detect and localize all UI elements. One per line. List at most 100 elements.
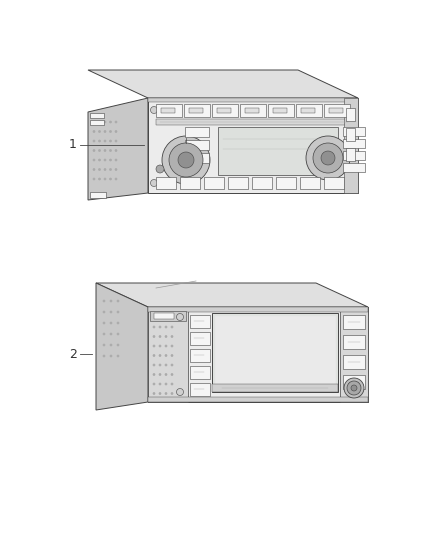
Text: 1: 1 — [69, 139, 77, 151]
Circle shape — [159, 354, 161, 357]
Circle shape — [115, 168, 117, 171]
Circle shape — [177, 389, 184, 395]
Circle shape — [117, 344, 119, 346]
Bar — [324, 104, 350, 117]
Bar — [185, 153, 209, 163]
Circle shape — [159, 335, 161, 337]
Circle shape — [103, 322, 105, 324]
Polygon shape — [96, 283, 368, 307]
Bar — [190, 366, 210, 379]
Bar — [228, 177, 248, 189]
Circle shape — [110, 333, 112, 335]
Circle shape — [110, 311, 112, 313]
Bar — [346, 128, 355, 141]
Circle shape — [110, 344, 112, 346]
Circle shape — [153, 374, 155, 376]
Circle shape — [153, 345, 155, 347]
Circle shape — [93, 121, 95, 123]
Bar — [190, 332, 210, 345]
Bar — [343, 355, 365, 369]
Circle shape — [165, 335, 167, 337]
Polygon shape — [88, 98, 148, 200]
Polygon shape — [88, 70, 358, 98]
Circle shape — [117, 333, 119, 335]
Text: 2: 2 — [69, 348, 77, 360]
Bar — [150, 311, 186, 321]
Circle shape — [165, 326, 167, 328]
Circle shape — [153, 335, 155, 337]
Circle shape — [117, 322, 119, 324]
Circle shape — [99, 168, 100, 171]
Bar — [156, 104, 182, 117]
Bar — [212, 104, 238, 117]
Bar — [273, 108, 287, 113]
Bar — [184, 104, 210, 117]
Circle shape — [178, 152, 194, 168]
Bar — [218, 127, 338, 175]
Circle shape — [99, 159, 100, 161]
Circle shape — [165, 383, 167, 385]
Circle shape — [99, 140, 100, 142]
Bar — [344, 98, 358, 193]
Circle shape — [104, 131, 106, 133]
Circle shape — [153, 383, 155, 385]
Circle shape — [153, 326, 155, 328]
Circle shape — [151, 107, 158, 114]
Bar — [161, 108, 175, 113]
Circle shape — [165, 374, 167, 376]
Circle shape — [110, 131, 112, 133]
Bar — [343, 335, 365, 349]
Circle shape — [104, 178, 106, 180]
Circle shape — [110, 149, 112, 151]
Bar — [148, 307, 368, 312]
Circle shape — [93, 131, 95, 133]
Circle shape — [115, 140, 117, 142]
Circle shape — [104, 140, 106, 142]
Circle shape — [99, 131, 100, 133]
Circle shape — [99, 178, 100, 180]
Bar — [185, 140, 209, 150]
Bar — [300, 177, 320, 189]
Circle shape — [344, 378, 364, 398]
Circle shape — [117, 311, 119, 313]
Circle shape — [103, 333, 105, 335]
Circle shape — [306, 136, 350, 180]
Circle shape — [171, 374, 173, 376]
Bar — [296, 104, 322, 117]
Bar — [148, 397, 368, 402]
Circle shape — [110, 159, 112, 161]
Circle shape — [347, 381, 361, 395]
Circle shape — [115, 178, 117, 180]
Bar — [190, 383, 210, 396]
Bar — [240, 104, 266, 117]
Circle shape — [153, 392, 155, 394]
Circle shape — [162, 136, 210, 184]
Circle shape — [110, 121, 112, 123]
Circle shape — [153, 354, 155, 357]
Bar — [190, 349, 210, 362]
Bar — [346, 108, 355, 121]
Circle shape — [110, 168, 112, 171]
Circle shape — [159, 374, 161, 376]
Circle shape — [117, 355, 119, 357]
Bar — [212, 384, 338, 392]
Circle shape — [165, 345, 167, 347]
Bar — [212, 313, 338, 392]
Circle shape — [165, 354, 167, 357]
Bar — [156, 119, 350, 125]
Bar — [154, 313, 174, 319]
Polygon shape — [96, 283, 148, 410]
Circle shape — [99, 121, 100, 123]
Bar — [324, 177, 344, 189]
Circle shape — [177, 313, 184, 320]
Bar — [343, 163, 365, 172]
Bar — [252, 177, 272, 189]
Circle shape — [115, 131, 117, 133]
Bar — [346, 148, 355, 161]
Bar — [189, 108, 203, 113]
Bar — [276, 177, 296, 189]
Circle shape — [165, 392, 167, 394]
Circle shape — [104, 121, 106, 123]
Circle shape — [104, 159, 106, 161]
Circle shape — [153, 364, 155, 366]
